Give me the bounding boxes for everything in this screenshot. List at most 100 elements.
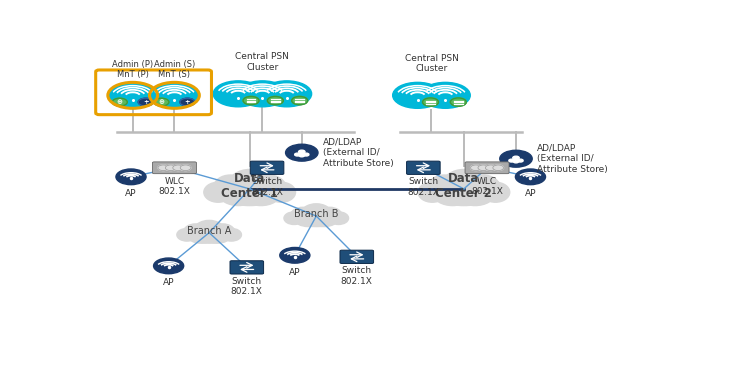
Ellipse shape: [436, 186, 492, 205]
Text: ⊕: ⊕: [117, 99, 123, 105]
Circle shape: [149, 82, 199, 108]
Circle shape: [493, 165, 503, 171]
Text: Central PSN
Cluster: Central PSN Cluster: [235, 53, 289, 72]
Ellipse shape: [204, 182, 232, 202]
Circle shape: [450, 98, 466, 106]
Text: +: +: [143, 99, 149, 105]
Circle shape: [500, 150, 532, 167]
Ellipse shape: [219, 182, 258, 205]
Text: Data
Center 1: Data Center 1: [221, 172, 278, 200]
Text: ⊕: ⊕: [158, 99, 164, 105]
Circle shape: [280, 247, 310, 263]
Circle shape: [180, 165, 191, 171]
Circle shape: [180, 98, 195, 106]
Ellipse shape: [295, 212, 322, 227]
Circle shape: [486, 165, 496, 171]
Circle shape: [478, 165, 489, 171]
Circle shape: [138, 98, 153, 106]
Circle shape: [292, 96, 308, 105]
Ellipse shape: [252, 175, 286, 200]
Circle shape: [285, 144, 318, 161]
Ellipse shape: [221, 229, 241, 241]
Text: Switch
802.1X: Switch 802.1X: [407, 178, 439, 197]
Ellipse shape: [311, 212, 338, 227]
Ellipse shape: [481, 182, 509, 202]
FancyBboxPatch shape: [250, 161, 284, 174]
Text: Central PSN
Cluster: Central PSN Cluster: [405, 54, 459, 73]
Ellipse shape: [442, 169, 486, 200]
Ellipse shape: [466, 175, 500, 200]
Circle shape: [471, 165, 481, 171]
Ellipse shape: [297, 214, 336, 227]
FancyBboxPatch shape: [340, 250, 374, 263]
Ellipse shape: [428, 175, 462, 200]
Ellipse shape: [214, 175, 247, 200]
Text: Switch
802.1X: Switch 802.1X: [231, 277, 263, 296]
Circle shape: [112, 98, 127, 106]
Circle shape: [158, 165, 169, 171]
Circle shape: [393, 82, 442, 108]
Ellipse shape: [329, 212, 349, 225]
Circle shape: [421, 82, 471, 108]
Text: Switch
802.1X: Switch 802.1X: [341, 267, 373, 286]
Text: Data
Center 2: Data Center 2: [436, 172, 492, 200]
Circle shape: [213, 81, 263, 107]
Text: AP: AP: [289, 268, 300, 277]
Circle shape: [262, 81, 311, 107]
Circle shape: [299, 150, 305, 154]
Text: AP: AP: [163, 278, 174, 287]
Ellipse shape: [203, 229, 231, 243]
Ellipse shape: [418, 182, 447, 202]
Text: AD/LDAP
(External ID/
Attribute Store): AD/LDAP (External ID/ Attribute Store): [537, 144, 607, 174]
FancyBboxPatch shape: [465, 162, 509, 174]
Circle shape: [154, 98, 169, 106]
Text: +: +: [185, 99, 190, 105]
Text: Branch B: Branch B: [294, 209, 338, 219]
Text: Switch
802.1X: Switch 802.1X: [251, 178, 283, 197]
Circle shape: [515, 169, 545, 185]
Ellipse shape: [194, 220, 224, 240]
Circle shape: [299, 154, 305, 157]
Ellipse shape: [301, 204, 332, 223]
Circle shape: [165, 165, 176, 171]
Ellipse shape: [211, 224, 235, 240]
Circle shape: [518, 159, 523, 162]
Ellipse shape: [177, 229, 197, 241]
Ellipse shape: [456, 182, 495, 205]
Circle shape: [173, 165, 184, 171]
Text: Admin (S)
MnT (S): Admin (S) MnT (S): [154, 60, 195, 79]
Ellipse shape: [241, 182, 280, 205]
Ellipse shape: [229, 169, 271, 200]
Ellipse shape: [318, 207, 341, 223]
Circle shape: [267, 96, 283, 105]
Circle shape: [238, 81, 288, 107]
Text: AP: AP: [524, 189, 536, 198]
Text: Branch A: Branch A: [187, 226, 232, 236]
Ellipse shape: [284, 212, 304, 225]
Ellipse shape: [433, 182, 472, 205]
Text: AD/LDAP
(External ID/
Attribute Store): AD/LDAP (External ID/ Attribute Store): [323, 138, 394, 168]
Text: Admin (P)
MnT (P): Admin (P) MnT (P): [112, 60, 153, 79]
Ellipse shape: [187, 229, 215, 243]
Ellipse shape: [184, 224, 208, 240]
Text: WLC
802.1X: WLC 802.1X: [158, 177, 190, 196]
Ellipse shape: [222, 186, 278, 205]
Circle shape: [154, 258, 184, 274]
Circle shape: [513, 160, 518, 163]
Circle shape: [294, 153, 300, 156]
Circle shape: [116, 169, 146, 185]
Ellipse shape: [267, 182, 296, 202]
FancyBboxPatch shape: [230, 261, 264, 274]
Text: WLC
802.1X: WLC 802.1X: [471, 177, 503, 196]
Circle shape: [303, 153, 309, 156]
Circle shape: [423, 98, 438, 106]
Circle shape: [108, 82, 158, 108]
Text: AP: AP: [125, 189, 137, 198]
Ellipse shape: [291, 207, 314, 223]
Circle shape: [509, 159, 515, 162]
Circle shape: [243, 96, 259, 105]
Ellipse shape: [190, 231, 229, 243]
FancyBboxPatch shape: [406, 161, 440, 174]
FancyBboxPatch shape: [152, 162, 196, 174]
Circle shape: [512, 156, 519, 160]
